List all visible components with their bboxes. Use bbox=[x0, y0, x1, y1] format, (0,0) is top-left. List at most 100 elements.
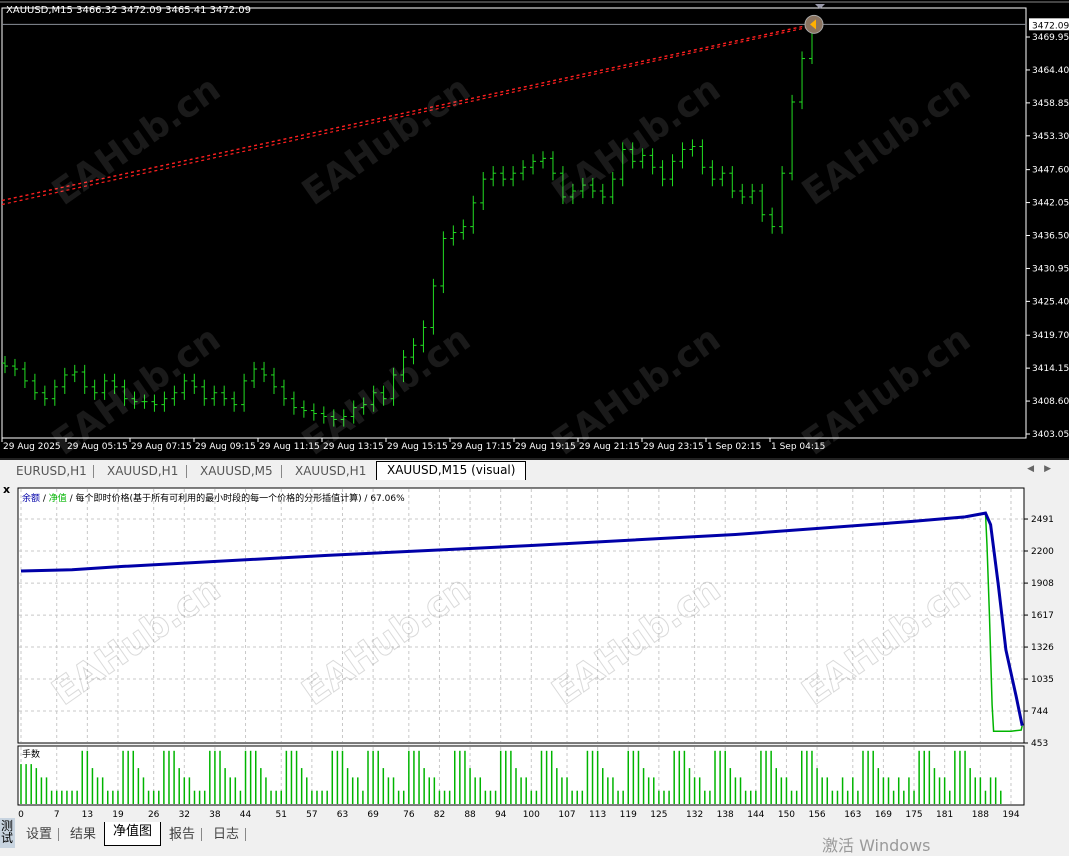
price-bar bbox=[161, 391, 168, 412]
x-tick-label: 69 bbox=[367, 810, 379, 820]
price-bar bbox=[370, 385, 377, 412]
price-bar bbox=[2, 355, 8, 374]
x-tick-label: 88 bbox=[464, 810, 476, 820]
equity-frame bbox=[17, 487, 1025, 744]
x-tick-label: 57 bbox=[306, 810, 317, 820]
price-bar bbox=[201, 379, 208, 406]
price-bar bbox=[330, 409, 337, 427]
tester-vertical-label: 测试 bbox=[1, 819, 14, 845]
x-tick-label: 188 bbox=[972, 810, 989, 820]
price-bar bbox=[41, 385, 48, 406]
y-tick-label: 3469.95 bbox=[1032, 33, 1069, 43]
legend-balance: 余额 bbox=[22, 494, 41, 504]
chart-frame bbox=[1, 7, 1027, 439]
price-bar bbox=[360, 397, 367, 415]
trendline bbox=[1, 24, 811, 202]
close-icon[interactable]: x bbox=[3, 483, 11, 496]
price-bar bbox=[619, 142, 626, 187]
tester-side-strip bbox=[0, 818, 15, 848]
price-bar bbox=[91, 379, 98, 400]
y-tick-label: 2491 bbox=[1031, 515, 1054, 525]
price-bar bbox=[271, 367, 277, 394]
current-price-label: 3472.09 bbox=[1032, 21, 1069, 31]
x-tick-label: 169 bbox=[875, 810, 892, 820]
tab-separator bbox=[245, 828, 246, 841]
tab-separator bbox=[58, 828, 59, 841]
price-bar bbox=[211, 385, 218, 406]
tab-separator bbox=[93, 465, 94, 478]
price-bar bbox=[141, 394, 148, 409]
chart-tab[interactable]: XAUUSD,M5 bbox=[200, 464, 273, 478]
x-tick-label: 29 Aug 23:15 bbox=[643, 442, 704, 452]
tester-tab[interactable]: 结果 bbox=[70, 827, 97, 842]
price-bar bbox=[500, 166, 507, 187]
x-tick-label: 76 bbox=[403, 810, 415, 820]
price-bar bbox=[221, 385, 228, 406]
price-bar bbox=[599, 183, 606, 205]
price-bar bbox=[400, 350, 407, 383]
chart-tab[interactable]: XAUUSD,H1 bbox=[295, 464, 367, 478]
tester-tab[interactable]: 设置 bbox=[26, 827, 53, 842]
price-bar bbox=[121, 379, 128, 406]
x-tick-label: 100 bbox=[523, 810, 540, 820]
price-chart-canvas[interactable]: 3469.95 3464.40 3458.85 3453.30 3447.60 3442.… bbox=[0, 0, 1069, 458]
x-tick-label: 1 Sep 02:15 bbox=[707, 442, 761, 452]
y-tick-label: 2200 bbox=[1031, 547, 1054, 557]
y-tick-label: 3430.95 bbox=[1032, 264, 1069, 274]
x-tick-label: 0 bbox=[18, 810, 24, 820]
tester-tab[interactable]: 日志 bbox=[213, 827, 240, 842]
price-bar bbox=[231, 391, 238, 412]
price-bar bbox=[350, 400, 357, 424]
tester-tab[interactable]: 报告 bbox=[169, 827, 196, 842]
y-tick-label: 1035 bbox=[1031, 675, 1054, 685]
price-bar bbox=[71, 364, 78, 383]
x-tick-label: 38 bbox=[209, 810, 221, 820]
price-bar bbox=[11, 358, 18, 377]
price-bar bbox=[440, 231, 447, 294]
price-bar bbox=[789, 94, 796, 181]
tab-scroll-arrows-icon[interactable]: ◀▶ bbox=[1027, 464, 1061, 474]
price-bar bbox=[81, 364, 88, 394]
price-bar bbox=[799, 51, 806, 110]
price-bar bbox=[769, 207, 776, 234]
price-bar bbox=[649, 148, 656, 175]
x-tick-label: 29 Aug 13:15 bbox=[323, 442, 384, 452]
y-tick-label: 3453.30 bbox=[1032, 132, 1069, 142]
y-tick-label: 3458.85 bbox=[1032, 99, 1069, 109]
price-bar bbox=[101, 373, 108, 400]
x-tick-label: 29 Aug 17:15 bbox=[451, 442, 512, 452]
price-bar bbox=[639, 148, 646, 169]
price-bar bbox=[310, 403, 317, 421]
tester-tab[interactable]: 净值图 bbox=[104, 822, 162, 846]
x-tick-label: 29 Aug 2025 bbox=[3, 442, 61, 452]
price-chart[interactable]: 3469.95 3464.40 3458.85 3453.30 3447.60 3442.… bbox=[0, 0, 1069, 458]
tester-tabs: 设置 结果 净值图 报告 日志 bbox=[16, 822, 1069, 848]
tab-separator bbox=[281, 465, 282, 478]
x-tick-label: 32 bbox=[179, 810, 190, 820]
x-tick-label: 125 bbox=[650, 810, 667, 820]
x-tick-label: 19 bbox=[112, 810, 124, 820]
price-bar bbox=[300, 400, 307, 418]
price-bar bbox=[21, 361, 28, 389]
x-tick-label: 113 bbox=[589, 810, 606, 820]
price-bar bbox=[390, 367, 397, 406]
y-tick-label: 3414.15 bbox=[1032, 364, 1069, 374]
x-tick-label: 132 bbox=[686, 810, 703, 820]
price-bar bbox=[559, 166, 566, 205]
chart-header: XAUUSD,M15 3466.32 3472.09 3465.41 3472.… bbox=[6, 5, 252, 16]
price-bar bbox=[241, 373, 248, 412]
price-bar bbox=[579, 177, 586, 199]
y-tick-label: 3419.70 bbox=[1032, 331, 1069, 341]
chart-tab[interactable]: XAUUSD,H1 bbox=[107, 464, 179, 478]
x-tick-label: 29 Aug 11:15 bbox=[259, 442, 320, 452]
chart-tab[interactable]: XAUUSD,M15 (visual) bbox=[376, 461, 527, 481]
price-bar bbox=[171, 385, 178, 406]
chart-tab[interactable]: EURUSD,H1 bbox=[16, 464, 87, 478]
price-bar bbox=[430, 278, 437, 335]
x-tick-label: 1 Sep 04:15 bbox=[771, 442, 825, 452]
price-bar bbox=[729, 166, 736, 199]
price-bar bbox=[659, 160, 666, 187]
shift-marker-icon bbox=[815, 4, 825, 9]
x-tick-label: 94 bbox=[495, 810, 507, 820]
lots-label: 手数 bbox=[22, 750, 41, 760]
